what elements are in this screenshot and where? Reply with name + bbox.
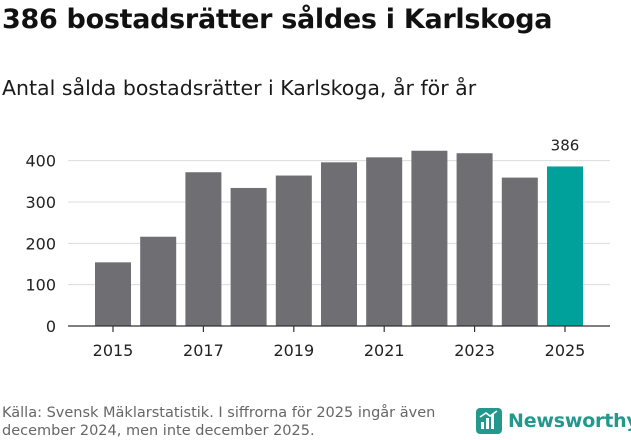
bar-2015 — [95, 262, 131, 326]
bar-2024 — [501, 177, 538, 326]
x-tick-label: 2023 — [454, 341, 495, 360]
x-tick-label: 2017 — [183, 341, 224, 360]
newsworthy-logo-icon — [476, 408, 502, 434]
y-tick-label: 400 — [25, 152, 56, 171]
y-tick-label: 0 — [46, 317, 56, 336]
bar-2018 — [230, 187, 267, 326]
y-tick-label: 200 — [25, 234, 56, 253]
x-tick-label: 2019 — [273, 341, 314, 360]
chart-subtitle: Antal sålda bostadsrätter i Karlskoga, å… — [2, 76, 477, 100]
bar-2016 — [140, 236, 177, 326]
bar-2017 — [185, 172, 222, 326]
bar-2022 — [411, 150, 448, 326]
bar-2023 — [456, 153, 493, 326]
brand-logo: Newsworthy — [476, 408, 631, 434]
data-label: 386 — [551, 136, 580, 154]
bar-2019 — [275, 175, 312, 326]
y-tick-label: 100 — [25, 276, 56, 295]
chart-title: 386 bostadsrätter såldes i Karlskoga — [2, 4, 553, 35]
x-tick-label: 2021 — [364, 341, 405, 360]
bar-2025 — [547, 166, 583, 326]
bar-2021 — [366, 157, 403, 326]
brand-name: Newsworthy — [508, 410, 631, 432]
x-tick-label: 2025 — [545, 341, 586, 360]
source-note: Källa: Svensk Mäklarstatistik. I siffror… — [2, 405, 436, 439]
x-tick-label: 2015 — [93, 341, 134, 360]
y-tick-label: 300 — [25, 193, 56, 212]
bar-2020 — [321, 162, 357, 326]
